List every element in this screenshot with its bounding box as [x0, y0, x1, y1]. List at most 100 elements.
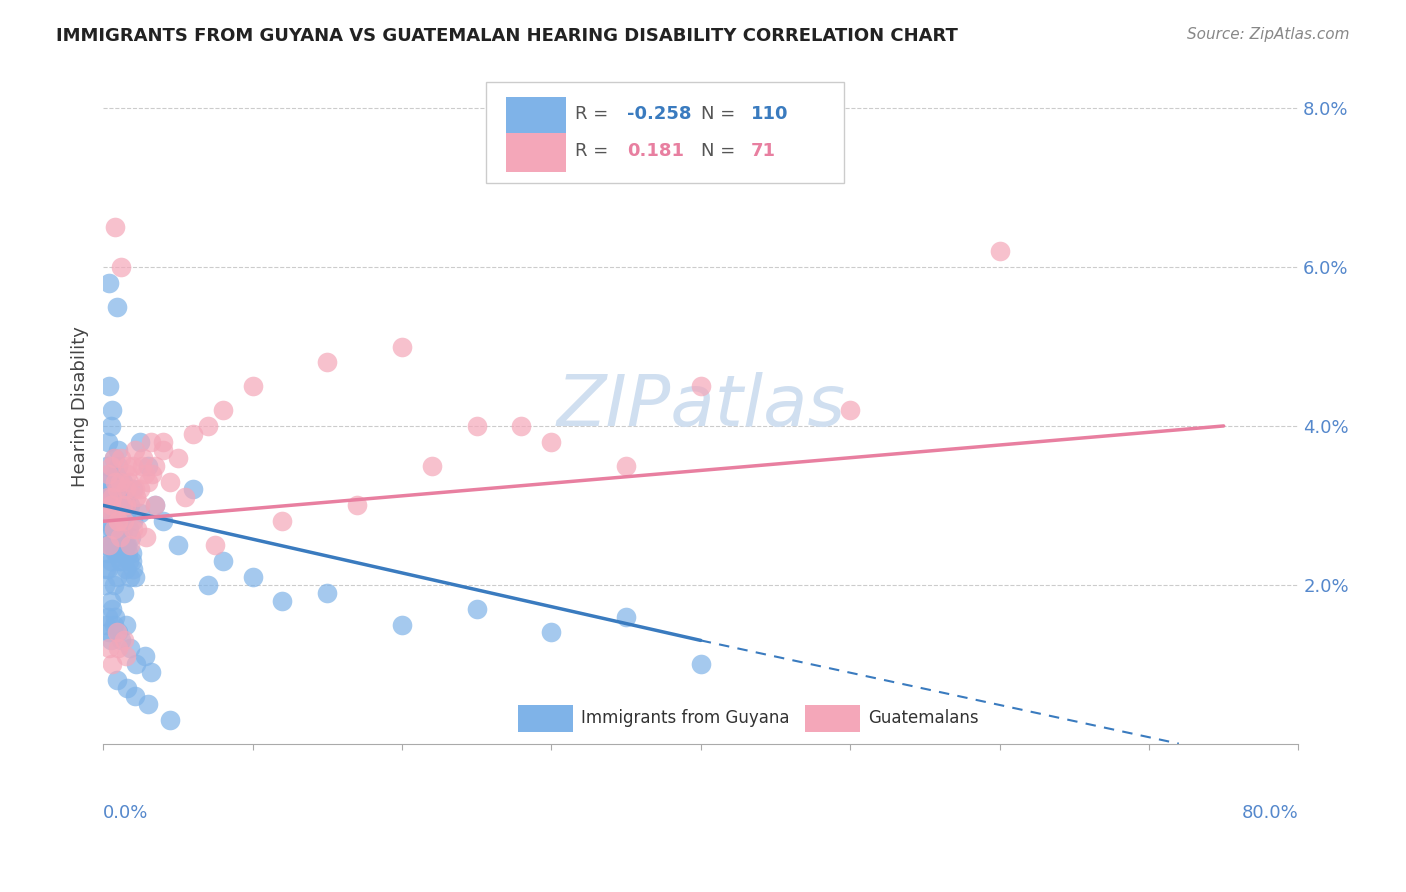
- Point: [105, 673, 128, 687]
- Point: [107, 530, 129, 544]
- Point: [159, 475, 181, 489]
- Point: [110, 491, 132, 505]
- Text: Guatemalans: Guatemalans: [868, 709, 979, 727]
- Point: [127, 522, 149, 536]
- Point: [181, 426, 204, 441]
- Point: [104, 530, 127, 544]
- Point: [122, 522, 145, 536]
- Point: [159, 713, 181, 727]
- Point: [420, 458, 443, 473]
- Point: [100, 483, 122, 497]
- Point: [131, 458, 153, 473]
- Point: [132, 450, 155, 465]
- Point: [94, 538, 117, 552]
- Point: [197, 419, 219, 434]
- Point: [197, 578, 219, 592]
- FancyBboxPatch shape: [804, 705, 859, 732]
- Point: [108, 530, 131, 544]
- Point: [271, 593, 294, 607]
- Point: [103, 522, 125, 536]
- Point: [135, 530, 157, 544]
- Text: -0.258: -0.258: [627, 105, 692, 123]
- Point: [211, 403, 233, 417]
- Point: [114, 649, 136, 664]
- Point: [107, 514, 129, 528]
- Point: [96, 458, 118, 473]
- Point: [689, 379, 711, 393]
- Point: [93, 578, 115, 592]
- Point: [97, 434, 120, 449]
- Point: [117, 475, 139, 489]
- Point: [101, 491, 124, 505]
- Point: [97, 546, 120, 560]
- Point: [129, 506, 152, 520]
- Point: [111, 530, 134, 544]
- Text: ZIPatlas: ZIPatlas: [557, 372, 845, 441]
- Point: [105, 483, 128, 497]
- Point: [134, 467, 156, 481]
- Point: [104, 609, 127, 624]
- Point: [124, 570, 146, 584]
- Point: [98, 538, 121, 552]
- Point: [101, 657, 124, 672]
- Point: [114, 499, 136, 513]
- Point: [100, 499, 122, 513]
- Point: [124, 442, 146, 457]
- Text: 0.0%: 0.0%: [103, 805, 149, 822]
- Point: [166, 538, 188, 552]
- Point: [122, 514, 145, 528]
- Point: [152, 442, 174, 457]
- Point: [107, 442, 129, 457]
- Point: [107, 514, 129, 528]
- Point: [988, 244, 1011, 259]
- Point: [115, 681, 138, 695]
- Point: [391, 339, 413, 353]
- Point: [465, 601, 488, 615]
- Point: [136, 697, 159, 711]
- Point: [97, 562, 120, 576]
- Point: [98, 625, 121, 640]
- Point: [271, 514, 294, 528]
- Text: 0.181: 0.181: [627, 142, 683, 160]
- Point: [122, 483, 145, 497]
- Point: [107, 522, 129, 536]
- Point: [118, 570, 141, 584]
- Point: [104, 499, 127, 513]
- FancyBboxPatch shape: [485, 82, 844, 183]
- Point: [174, 491, 197, 505]
- Point: [120, 530, 142, 544]
- Y-axis label: Hearing Disability: Hearing Disability: [72, 326, 89, 486]
- Point: [97, 491, 120, 505]
- Point: [110, 633, 132, 648]
- Point: [98, 506, 121, 520]
- Point: [94, 617, 117, 632]
- Point: [103, 522, 125, 536]
- Point: [103, 450, 125, 465]
- Point: [103, 450, 125, 465]
- Point: [105, 300, 128, 314]
- Point: [391, 617, 413, 632]
- Text: 71: 71: [751, 142, 776, 160]
- Point: [104, 475, 127, 489]
- Point: [145, 499, 167, 513]
- Point: [101, 483, 124, 497]
- Point: [100, 554, 122, 568]
- Point: [689, 657, 711, 672]
- Text: 110: 110: [751, 105, 789, 123]
- Point: [111, 530, 134, 544]
- Point: [110, 260, 132, 274]
- Text: 80.0%: 80.0%: [1241, 805, 1298, 822]
- Point: [105, 499, 128, 513]
- Point: [108, 514, 131, 528]
- Point: [112, 514, 135, 528]
- Point: [112, 546, 135, 560]
- Point: [122, 458, 145, 473]
- Text: N =: N =: [700, 105, 741, 123]
- Point: [101, 491, 124, 505]
- Point: [136, 475, 159, 489]
- Point: [108, 554, 131, 568]
- Point: [105, 625, 128, 640]
- Point: [121, 554, 143, 568]
- Point: [124, 689, 146, 703]
- Point: [614, 458, 637, 473]
